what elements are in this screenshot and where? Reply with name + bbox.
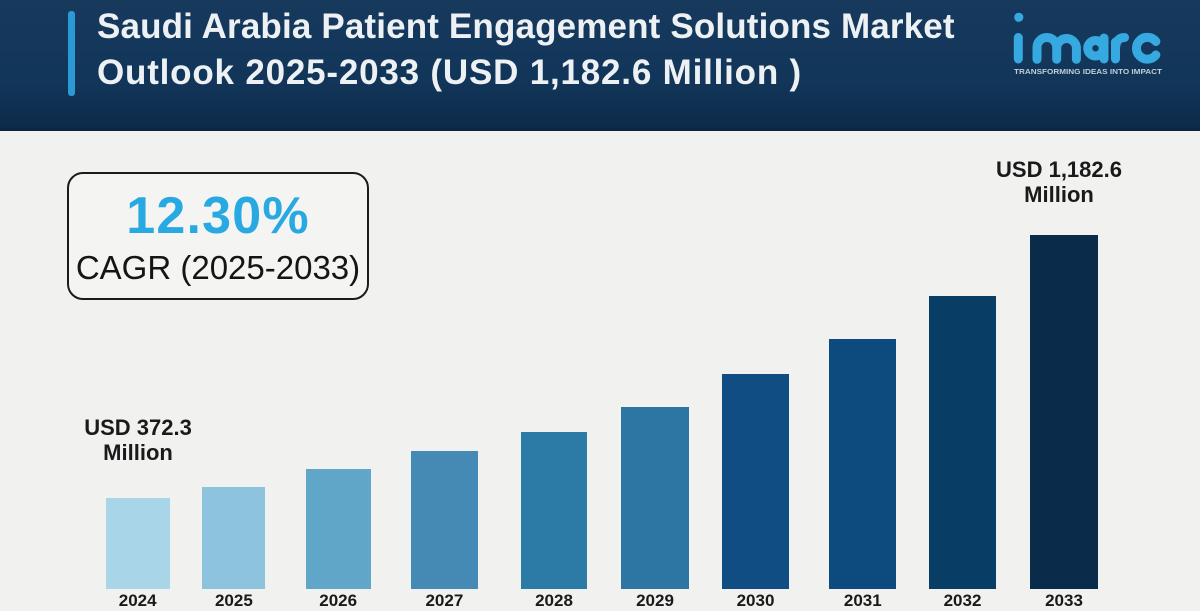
- svg-text:TRANSFORMING IDEAS INTO IMPACT: TRANSFORMING IDEAS INTO IMPACT: [1014, 67, 1162, 76]
